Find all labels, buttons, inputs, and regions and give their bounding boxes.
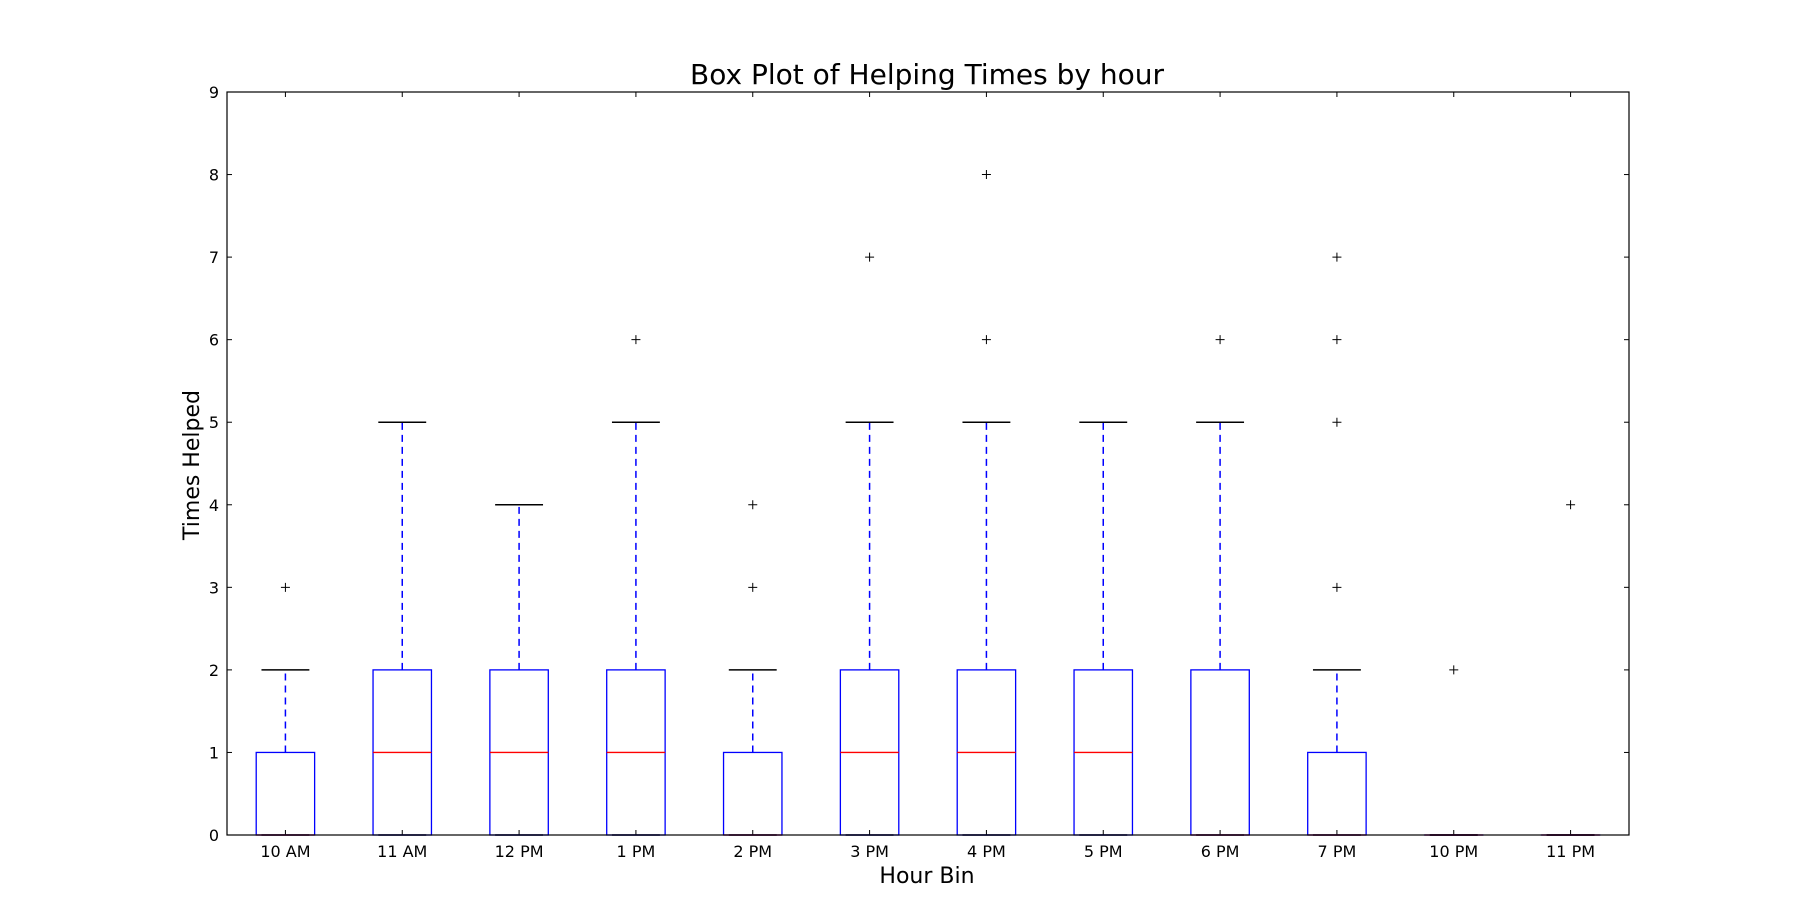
outlier-point (981, 335, 991, 345)
x-axis-label: Hour Bin (879, 864, 974, 889)
plot-area: 0 1 2 3 4 5 6 7 8 9 10 AM 11 AM 12 PM 1 PM 2 PM 3 PM 4 P… (209, 83, 1629, 861)
y-tick-label: 0 (209, 826, 219, 845)
outlier-point (1332, 582, 1342, 592)
outlier-point (1332, 335, 1342, 345)
x-tick-label: 7 PM (1318, 842, 1357, 861)
outlier-point (631, 335, 641, 345)
box (1190, 669, 1250, 836)
box (722, 751, 783, 836)
box (1307, 751, 1367, 836)
x-tick-label: 5 PM (1084, 842, 1123, 861)
x-tick-label: 3 PM (850, 842, 889, 861)
y-tick-label: 2 (209, 661, 219, 680)
y-tick-label: 5 (209, 413, 219, 432)
y-tick-label: 9 (209, 83, 219, 102)
outlier-point (865, 252, 875, 262)
y-tick-label: 3 (209, 578, 219, 597)
x-tick-label: 4 PM (967, 842, 1006, 861)
outlier-point (280, 582, 290, 592)
y-axis-label: Times Helped (180, 390, 205, 541)
outlier-point (1215, 335, 1225, 345)
outlier-point (748, 582, 758, 592)
x-tick-label: 2 PM (733, 842, 772, 861)
outlier-point (981, 170, 991, 180)
outlier-point (748, 500, 758, 510)
chart-title: Box Plot of Helping Times by hour (690, 58, 1164, 91)
x-tick-label: 12 PM (495, 842, 544, 861)
y-tick-label: 7 (209, 248, 219, 267)
x-tick-label: 10 AM (260, 842, 310, 861)
y-tick-label: 8 (209, 166, 219, 185)
box (255, 751, 316, 836)
y-tick-label: 1 (209, 743, 219, 762)
outlier-point (1449, 665, 1459, 675)
y-tick-label: 4 (209, 496, 219, 515)
axes-frame (226, 91, 1630, 836)
x-tick-label: 11 AM (377, 842, 427, 861)
outlier-point (1332, 252, 1342, 262)
x-tick-label: 1 PM (617, 842, 656, 861)
y-tick-label: 6 (209, 331, 219, 350)
x-tick-label: 6 PM (1201, 842, 1240, 861)
outlier-point (1566, 500, 1576, 510)
outlier-point (1332, 417, 1342, 427)
x-tick-label: 11 PM (1546, 842, 1595, 861)
x-tick-label: 10 PM (1429, 842, 1478, 861)
